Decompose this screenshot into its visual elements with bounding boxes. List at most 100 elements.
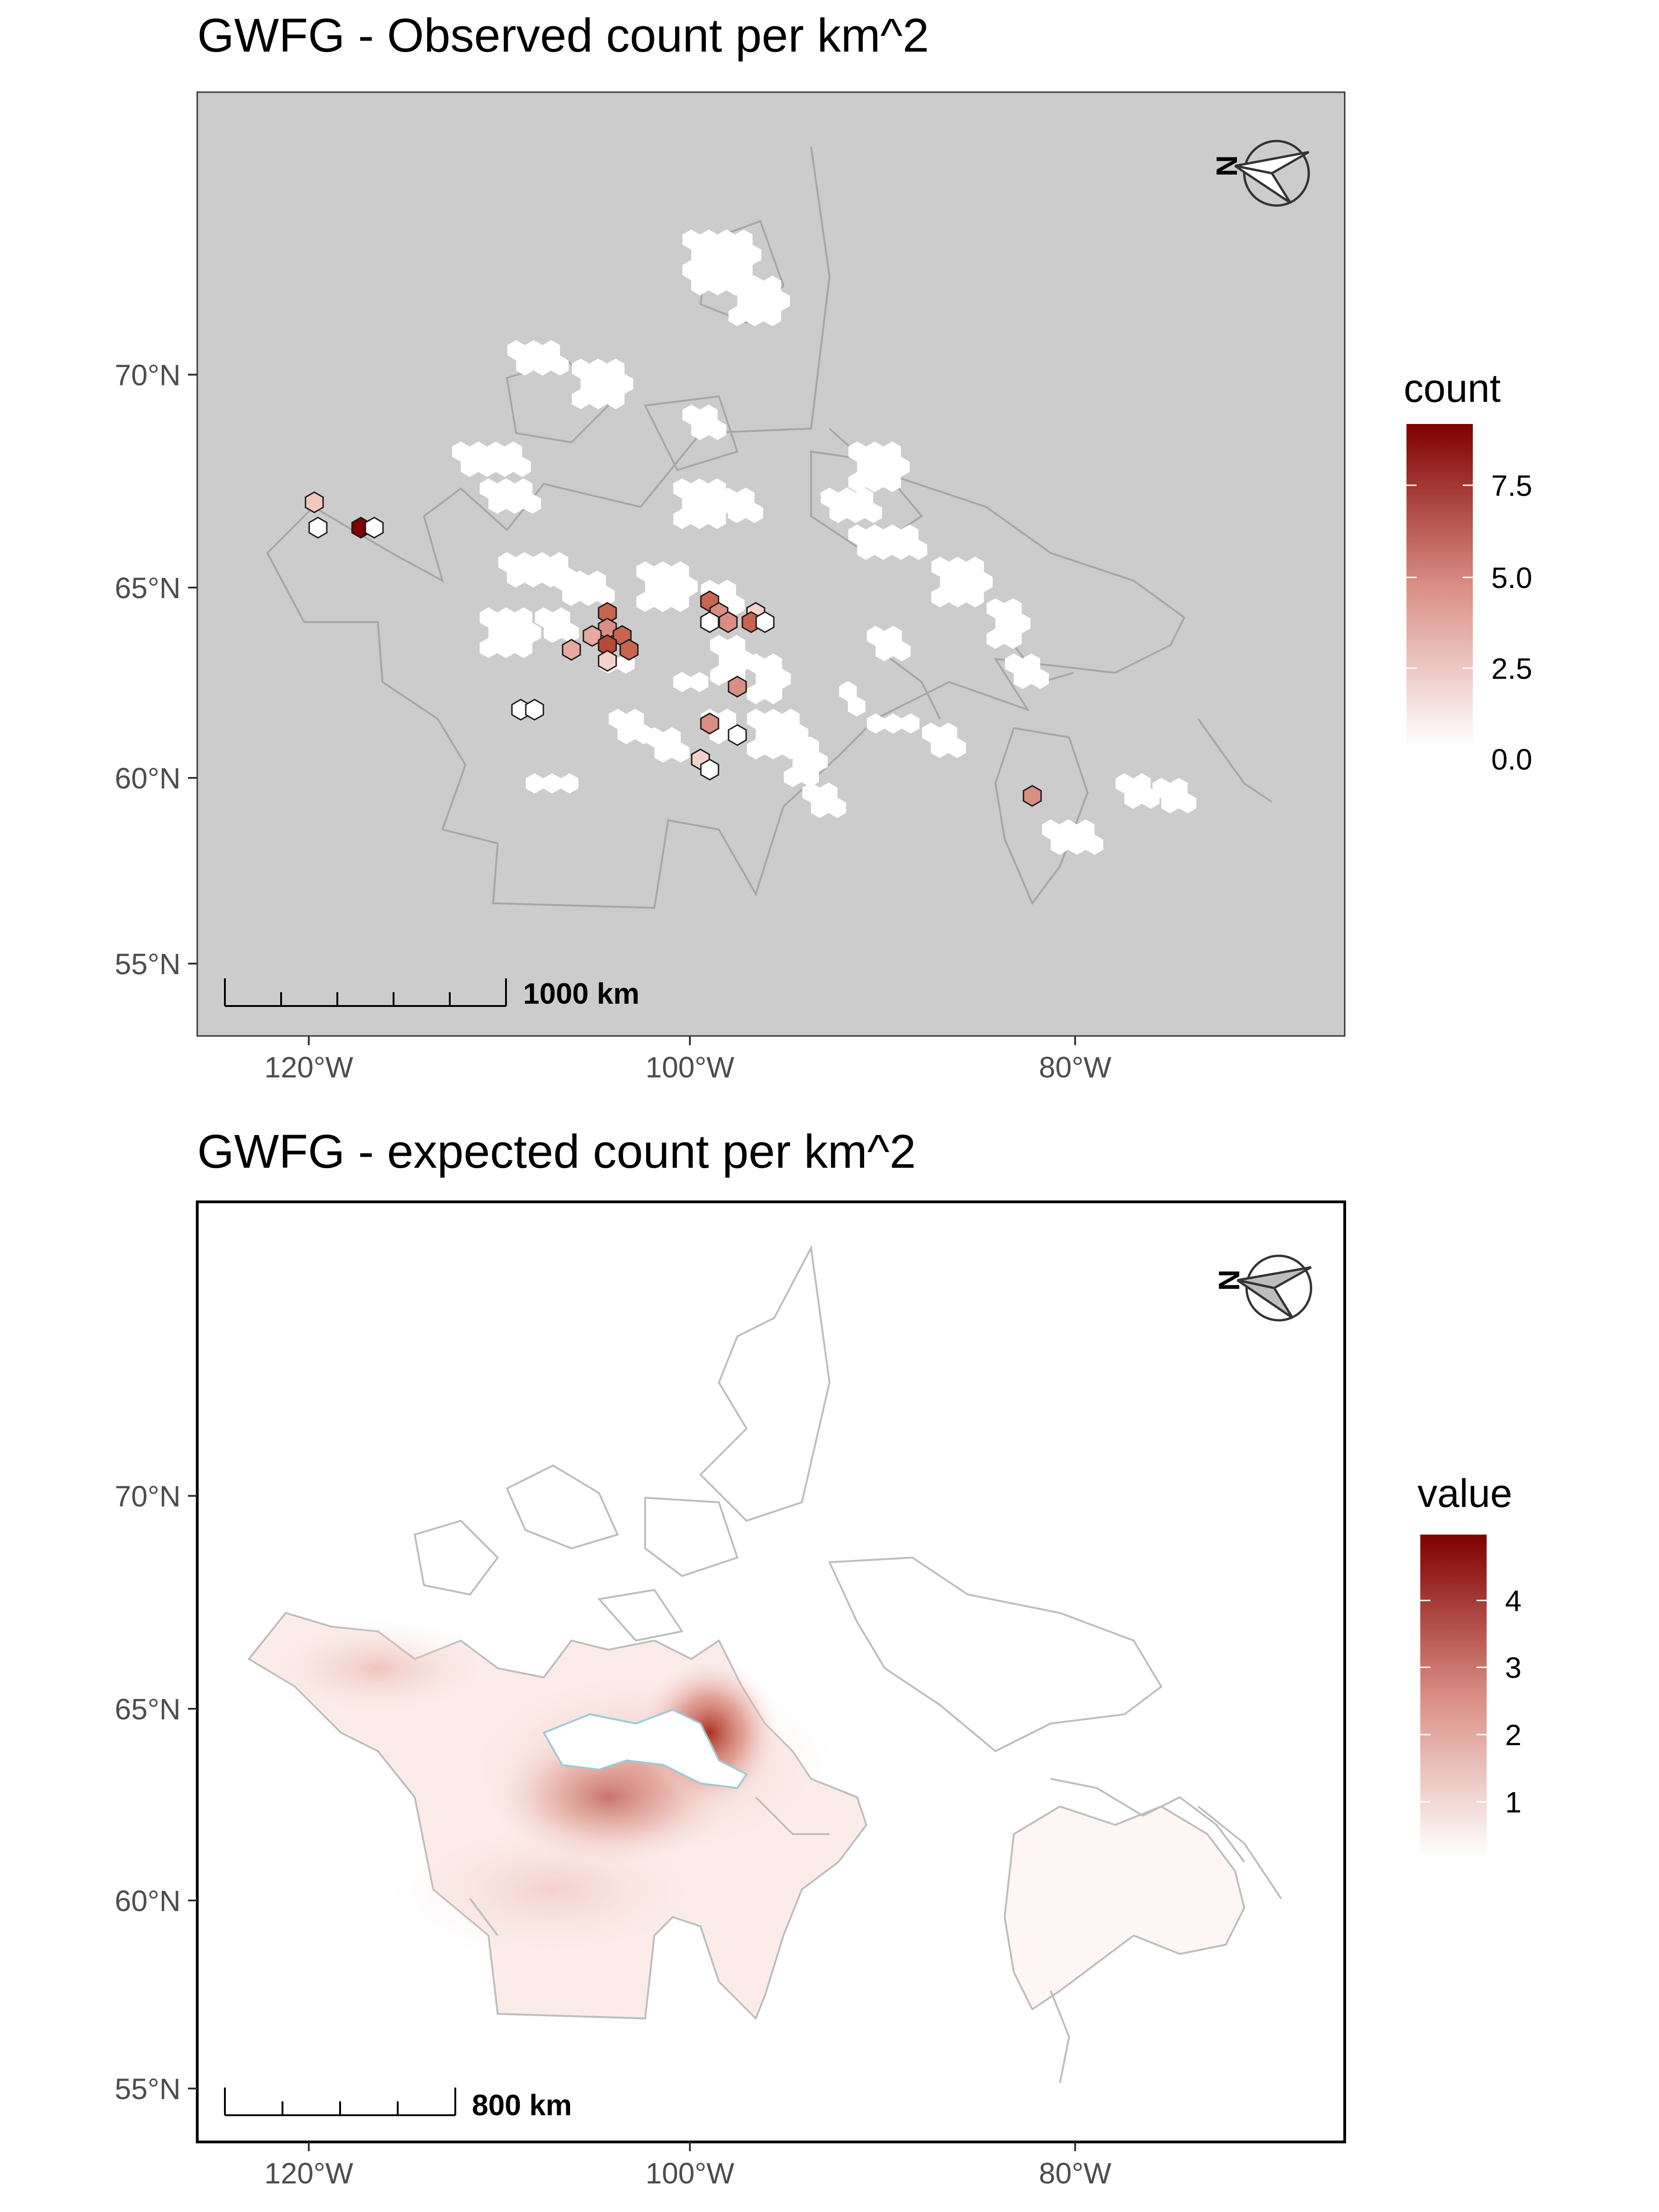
survey-cell bbox=[728, 503, 746, 523]
panel2-y-tick: 65°N bbox=[115, 1693, 181, 1726]
panel2-x-tick: 120°W bbox=[265, 2157, 353, 2190]
survey-cell bbox=[680, 577, 698, 597]
survey-cell bbox=[552, 607, 571, 628]
panel1-map: N 1000 km 70°N 65°N 60°N 55°N bbox=[115, 91, 1532, 1084]
survey-cell bbox=[562, 586, 580, 606]
survey-cell bbox=[718, 709, 736, 729]
panel1-x-tick: 100°W bbox=[646, 1051, 735, 1084]
survey-cell bbox=[1050, 835, 1069, 855]
survey-cell bbox=[542, 340, 560, 360]
panel2-coastline bbox=[413, 1245, 1282, 2083]
survey-cell bbox=[811, 798, 829, 818]
survey-cell bbox=[636, 561, 654, 582]
survey-cell bbox=[764, 739, 782, 759]
survey-cell bbox=[1170, 778, 1188, 798]
observed-count-cell bbox=[619, 639, 639, 661]
survey-cell bbox=[708, 275, 727, 295]
survey-cell bbox=[1004, 598, 1022, 618]
survey-cell bbox=[893, 641, 911, 661]
survey-cell bbox=[636, 592, 654, 612]
survey-cell bbox=[975, 572, 993, 592]
survey-cell bbox=[1005, 653, 1023, 674]
panel2-density-region bbox=[387, 1816, 719, 1963]
survey-cell bbox=[1012, 613, 1031, 634]
panel1-legend-label: 2.5 bbox=[1491, 652, 1532, 685]
survey-cell bbox=[828, 798, 847, 818]
survey-cell bbox=[700, 229, 718, 250]
panel2-x-tick: 100°W bbox=[646, 2157, 735, 2190]
survey-cell bbox=[874, 457, 893, 477]
survey-cell bbox=[763, 306, 782, 326]
survey-cell bbox=[626, 709, 644, 729]
survey-cell bbox=[506, 567, 525, 588]
survey-cell bbox=[515, 552, 534, 572]
survey-cell bbox=[747, 739, 765, 759]
survey-cell bbox=[727, 635, 746, 655]
observed-count-cell bbox=[700, 712, 719, 735]
panel2-title: GWFG - expected count per km^2 bbox=[197, 1125, 916, 1178]
survey-cell bbox=[995, 613, 1013, 634]
survey-cell bbox=[589, 359, 607, 379]
survey-cell bbox=[1059, 819, 1077, 840]
survey-cell bbox=[1068, 835, 1086, 855]
survey-cell bbox=[589, 389, 607, 409]
survey-cell bbox=[865, 524, 884, 545]
panel2-north-arrow: N bbox=[1212, 1254, 1312, 1322]
survey-cell bbox=[737, 291, 755, 311]
survey-cell bbox=[728, 276, 747, 296]
survey-cell bbox=[525, 773, 544, 794]
survey-cell bbox=[571, 389, 590, 409]
survey-cell bbox=[909, 540, 928, 560]
survey-cell bbox=[718, 580, 736, 600]
panel1-north-arrow: N bbox=[1210, 140, 1310, 207]
survey-cell bbox=[507, 340, 525, 360]
survey-cell bbox=[728, 306, 747, 326]
observed-count-cell bbox=[598, 650, 617, 672]
survey-cell bbox=[497, 638, 515, 658]
survey-cell bbox=[504, 441, 523, 462]
panel1-x-tick: 120°W bbox=[265, 1051, 353, 1084]
survey-cell bbox=[966, 587, 984, 607]
survey-cell bbox=[673, 478, 691, 499]
panel1-legend-colorbar bbox=[1406, 424, 1473, 747]
survey-cell bbox=[514, 638, 533, 658]
survey-cell bbox=[838, 488, 856, 508]
survey-cell bbox=[533, 552, 551, 572]
panel1-legend-title: count bbox=[1404, 366, 1500, 411]
panel2-inlet bbox=[542, 1708, 748, 1789]
survey-cell bbox=[551, 355, 569, 376]
panel2-density-region bbox=[258, 1618, 498, 1719]
survey-cell bbox=[892, 457, 910, 477]
survey-cell bbox=[1178, 793, 1197, 813]
survey-cell bbox=[866, 713, 885, 734]
survey-cell bbox=[764, 684, 782, 704]
survey-cell bbox=[682, 229, 700, 250]
survey-cell bbox=[847, 696, 866, 717]
survey-cell bbox=[608, 709, 627, 729]
survey-cell bbox=[736, 488, 755, 508]
survey-cell bbox=[654, 742, 672, 763]
survey-cell bbox=[469, 441, 488, 462]
observed-count-cell bbox=[1023, 785, 1042, 807]
survey-cell bbox=[699, 494, 718, 514]
observed-count-cell bbox=[718, 611, 738, 633]
survey-cell bbox=[857, 457, 875, 477]
panel2-legend-label: 1 bbox=[1505, 1786, 1522, 1819]
survey-cell bbox=[839, 681, 857, 701]
survey-cell bbox=[478, 457, 496, 477]
survey-cell bbox=[747, 653, 765, 674]
survey-cell bbox=[1161, 793, 1179, 813]
survey-cell bbox=[884, 626, 902, 646]
panel2-legend-label: 3 bbox=[1505, 1651, 1522, 1684]
survey-cell bbox=[764, 653, 782, 674]
observed-count-cell bbox=[700, 611, 719, 633]
survey-cell bbox=[682, 494, 700, 514]
survey-cell bbox=[801, 736, 819, 757]
observed-count-cell bbox=[525, 699, 544, 721]
survey-cell bbox=[488, 494, 506, 514]
survey-cell bbox=[571, 359, 590, 379]
survey-cell bbox=[691, 245, 709, 265]
survey-cell bbox=[746, 276, 764, 296]
survey-cell bbox=[479, 478, 498, 499]
